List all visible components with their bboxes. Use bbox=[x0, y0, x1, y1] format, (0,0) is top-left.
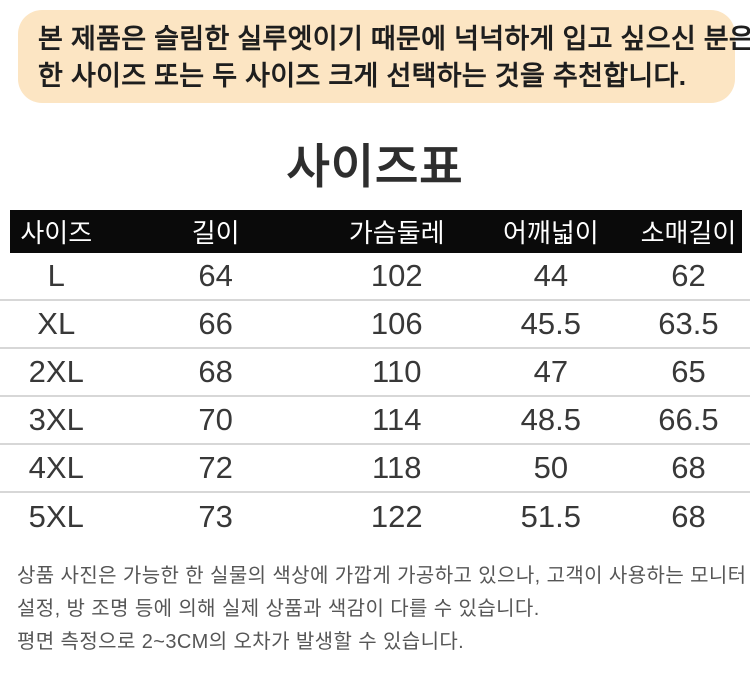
shoulder-cell: 51.5 bbox=[520, 499, 582, 534]
size-cell: 5XL bbox=[28, 499, 84, 534]
col-header-chest: 가슴둘레 bbox=[348, 218, 445, 248]
chest-cell: 106 bbox=[370, 306, 423, 341]
size-cell: L bbox=[47, 258, 65, 293]
table-row-2xl: 2XL 68 110 47 65 bbox=[0, 349, 750, 397]
size-table-header: 사이즈 길이 가슴둘레 어깨넓이 소매길이 bbox=[0, 210, 750, 253]
size-cell: 2XL bbox=[28, 354, 84, 389]
shoulder-cell: 48.5 bbox=[520, 402, 582, 437]
banner-text-line1: 본 제품은 슬림한 실루엣이기 때문에 넉넉하게 입고 싶으신 분은 bbox=[38, 24, 750, 54]
fit-notice-banner: 본 제품은 슬림한 실루엣이기 때문에 넉넉하게 입고 싶으신 분은 한 사이즈… bbox=[18, 10, 750, 103]
length-cell: 68 bbox=[198, 354, 233, 389]
header-background-bar bbox=[10, 210, 742, 253]
chest-cell: 114 bbox=[372, 402, 422, 437]
table-row-xl: XL 66 106 45.5 63.5 bbox=[0, 301, 750, 349]
length-cell: 64 bbox=[198, 258, 233, 293]
length-cell: 70 bbox=[198, 402, 233, 437]
table-row-l: L 64 102 44 62 bbox=[0, 253, 750, 301]
chest-cell: 110 bbox=[372, 354, 422, 389]
note-line2: 설정, 방 조명 등에 의해 실제 상품과 색감이 다를 수 있습니다. bbox=[17, 598, 540, 620]
shoulder-cell: 50 bbox=[533, 450, 569, 485]
col-header-sleeve: 소매길이 bbox=[640, 218, 737, 248]
chest-cell: 118 bbox=[372, 450, 422, 485]
col-header-length: 길이 bbox=[191, 218, 240, 248]
sleeve-cell: 62 bbox=[671, 258, 706, 293]
length-cell: 72 bbox=[198, 450, 233, 485]
size-cell: 3XL bbox=[28, 402, 84, 437]
disclaimer-notes: 상품 사진은 가능한 한 실물의 색상에 가깝게 가공하고 있으나, 고객이 사… bbox=[17, 560, 747, 659]
size-cell: XL bbox=[37, 306, 76, 341]
header-row: 사이즈 길이 가슴둘레 어깨넓이 소매길이 bbox=[0, 210, 750, 253]
sleeve-cell: 66.5 bbox=[658, 402, 719, 437]
chest-cell: 102 bbox=[370, 258, 423, 293]
sleeve-cell: 63.5 bbox=[658, 306, 719, 341]
page-title: 사이즈표 bbox=[286, 140, 464, 193]
note-line1: 상품 사진은 가능한 한 실물의 색상에 가깝게 가공하고 있으나, 고객이 사… bbox=[17, 565, 747, 587]
size-table-body: L 64 102 44 62 XL 66 106 45.5 63.5 2XL 6… bbox=[0, 253, 750, 541]
table-row-5xl: 5XL 73 122 51.5 68 bbox=[0, 493, 750, 541]
sleeve-cell: 68 bbox=[671, 450, 706, 485]
length-cell: 73 bbox=[198, 499, 233, 534]
size-cell: 4XL bbox=[28, 450, 84, 485]
chest-cell: 122 bbox=[370, 499, 423, 534]
col-header-shoulder: 어깨넓이 bbox=[503, 218, 599, 248]
sleeve-cell: 65 bbox=[671, 354, 706, 389]
table-row-4xl: 4XL 72 118 50 68 bbox=[0, 445, 750, 493]
table-row-3xl: 3XL 70 114 48.5 66.5 bbox=[0, 397, 750, 445]
shoulder-cell: 47 bbox=[533, 354, 569, 389]
sleeve-cell: 68 bbox=[671, 499, 706, 534]
banner-text-line2: 한 사이즈 또는 두 사이즈 크게 선택하는 것을 추천합니다. bbox=[38, 61, 687, 91]
shoulder-cell: 45.5 bbox=[520, 306, 582, 341]
note-line3: 평면 측정으로 2~3CM의 오차가 발생할 수 있습니다. bbox=[17, 631, 465, 653]
shoulder-cell: 44 bbox=[533, 258, 569, 293]
col-header-size: 사이즈 bbox=[20, 218, 93, 248]
length-cell: 66 bbox=[198, 306, 233, 341]
